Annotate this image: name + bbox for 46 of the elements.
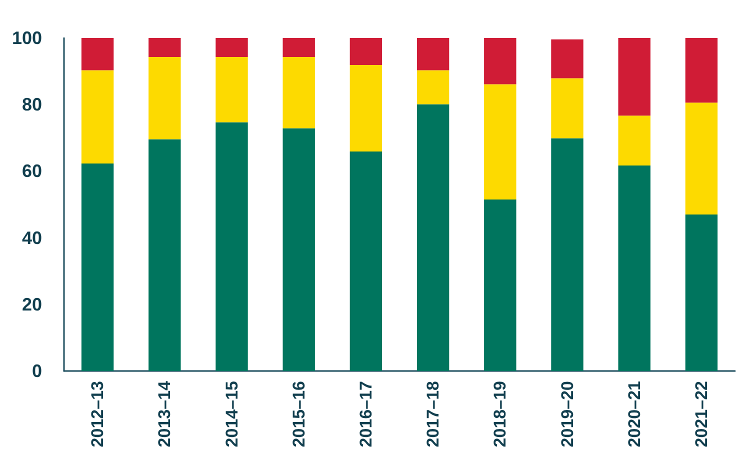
bar [282, 56, 315, 128]
bar [618, 116, 650, 166]
bar [685, 102, 718, 214]
bar [551, 138, 584, 371]
bar [350, 38, 382, 65]
bar [81, 70, 114, 164]
y-tick-label: 60 [22, 161, 42, 182]
bar [484, 84, 516, 200]
bar [416, 70, 450, 104]
bar [551, 78, 584, 138]
x-tick-label: 2019–20 [558, 381, 577, 448]
x-tick-label: 2017–18 [424, 381, 443, 448]
bar [551, 39, 584, 78]
bar [216, 56, 248, 122]
bar [618, 166, 650, 371]
bar [350, 152, 382, 371]
bar [81, 164, 114, 371]
x-tick-label: 2013–14 [155, 380, 174, 448]
x-tick-label: 2016–17 [356, 381, 376, 448]
bar [416, 104, 450, 371]
x-tick-label: 2018–19 [490, 381, 510, 448]
y-tick-label: 40 [22, 228, 42, 248]
x-tick-label: 2014–15 [222, 381, 242, 448]
bar [282, 38, 315, 57]
bar [685, 38, 718, 103]
y-tick-label: 20 [22, 294, 42, 314]
x-tick-label: 2012–13 [88, 381, 108, 448]
x-tick-label: 2020–21 [624, 381, 644, 448]
bar [685, 214, 718, 371]
bar [618, 38, 650, 116]
bar [484, 38, 516, 84]
bar [81, 38, 114, 70]
bar [484, 200, 516, 371]
bar [216, 38, 248, 57]
bar [148, 38, 181, 57]
bar [416, 38, 450, 70]
bar [148, 56, 181, 140]
y-tick-label: 100 [12, 28, 42, 48]
bar [148, 139, 181, 371]
y-tick-label: 0 [32, 361, 42, 381]
bar [350, 64, 382, 152]
bar [216, 122, 248, 371]
x-tick-label: 2021–22 [692, 381, 711, 448]
x-tick-label: 2015–16 [289, 381, 308, 448]
y-tick-label: 80 [22, 94, 42, 115]
bar [282, 128, 315, 371]
